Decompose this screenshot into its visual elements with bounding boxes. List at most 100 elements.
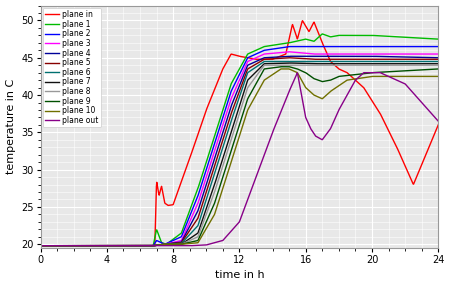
plane out — [348, 87, 353, 90]
plane 4 — [311, 55, 317, 58]
plane 9 — [436, 67, 441, 71]
plane in — [436, 123, 441, 127]
plane 6 — [213, 168, 218, 171]
plane 1 — [213, 131, 218, 134]
plane out — [38, 244, 43, 247]
plane 6 — [348, 60, 354, 63]
plane 9 — [348, 73, 354, 77]
plane 8 — [348, 63, 354, 67]
plane 4 — [436, 56, 441, 59]
plane 9 — [213, 198, 218, 201]
plane 3 — [213, 146, 218, 149]
plane 4 — [213, 153, 218, 156]
Line: plane in: plane in — [40, 21, 438, 246]
plane 7 — [311, 62, 317, 65]
plane out — [78, 244, 84, 247]
plane 9 — [311, 77, 317, 80]
Line: plane 10: plane 10 — [40, 69, 438, 246]
plane 5 — [348, 57, 354, 61]
Line: plane out: plane out — [40, 73, 438, 246]
Line: plane 1: plane 1 — [40, 34, 438, 246]
plane 3 — [78, 244, 84, 247]
plane in — [38, 244, 43, 247]
plane 8 — [213, 186, 218, 190]
plane 7 — [286, 61, 292, 65]
plane 2 — [287, 45, 292, 48]
plane 5 — [78, 244, 84, 247]
plane 1 — [348, 34, 354, 37]
plane 7 — [356, 62, 361, 65]
plane 3 — [199, 191, 204, 194]
plane out — [213, 241, 218, 244]
plane in — [348, 75, 354, 78]
plane 3 — [286, 50, 292, 53]
plane 1 — [38, 244, 43, 247]
Line: plane 7: plane 7 — [40, 63, 438, 246]
plane 8 — [199, 226, 204, 229]
plane 6 — [436, 60, 441, 63]
Line: plane 6: plane 6 — [40, 61, 438, 246]
plane in — [199, 122, 204, 126]
plane 1 — [436, 37, 441, 41]
plane 7 — [436, 62, 441, 65]
plane 10 — [436, 75, 441, 78]
plane 10 — [78, 244, 84, 247]
plane 8 — [78, 244, 84, 247]
plane 5 — [436, 57, 441, 61]
plane 9 — [199, 231, 204, 235]
Line: plane 8: plane 8 — [40, 65, 438, 246]
plane 4 — [348, 55, 354, 58]
plane 2 — [356, 45, 361, 48]
plane 2 — [311, 45, 317, 48]
Line: plane 5: plane 5 — [40, 58, 438, 246]
plane 9 — [278, 65, 284, 68]
plane 3 — [311, 52, 317, 56]
plane 7 — [199, 221, 204, 225]
plane 10 — [213, 209, 218, 212]
plane in — [311, 20, 317, 24]
plane 6 — [78, 244, 84, 247]
plane 10 — [311, 93, 317, 97]
plane 1 — [311, 39, 316, 43]
plane 2 — [78, 244, 84, 247]
plane out — [355, 76, 360, 80]
plane 9 — [38, 244, 43, 247]
Line: plane 4: plane 4 — [40, 56, 438, 246]
plane 7 — [78, 244, 84, 247]
plane 7 — [213, 179, 218, 182]
plane 2 — [436, 45, 441, 48]
plane 3 — [348, 52, 354, 56]
plane 10 — [356, 77, 361, 80]
plane out — [361, 71, 366, 74]
plane 1 — [199, 176, 204, 179]
plane 3 — [436, 52, 441, 56]
plane out — [311, 131, 316, 135]
plane 6 — [356, 60, 361, 63]
plane 6 — [199, 213, 204, 217]
plane 6 — [38, 244, 43, 247]
plane 5 — [199, 206, 204, 209]
plane 2 — [38, 244, 43, 247]
plane out — [199, 243, 204, 247]
plane 10 — [38, 244, 43, 247]
plane 6 — [261, 60, 267, 63]
plane 4 — [38, 244, 43, 247]
plane 2 — [213, 138, 218, 142]
plane 5 — [356, 57, 361, 61]
plane 10 — [199, 235, 204, 239]
plane 7 — [38, 244, 43, 247]
Line: plane 3: plane 3 — [40, 52, 438, 246]
plane 8 — [38, 244, 43, 247]
plane 4 — [356, 55, 361, 58]
plane 1 — [356, 34, 361, 37]
plane in — [300, 19, 305, 22]
plane 10 — [278, 67, 284, 71]
plane 8 — [356, 63, 361, 67]
plane 8 — [436, 63, 441, 67]
plane out — [436, 120, 441, 123]
plane 8 — [261, 63, 267, 67]
X-axis label: time in h: time in h — [215, 271, 264, 281]
plane 4 — [287, 55, 292, 58]
plane 1 — [320, 32, 325, 36]
plane in — [213, 85, 218, 88]
